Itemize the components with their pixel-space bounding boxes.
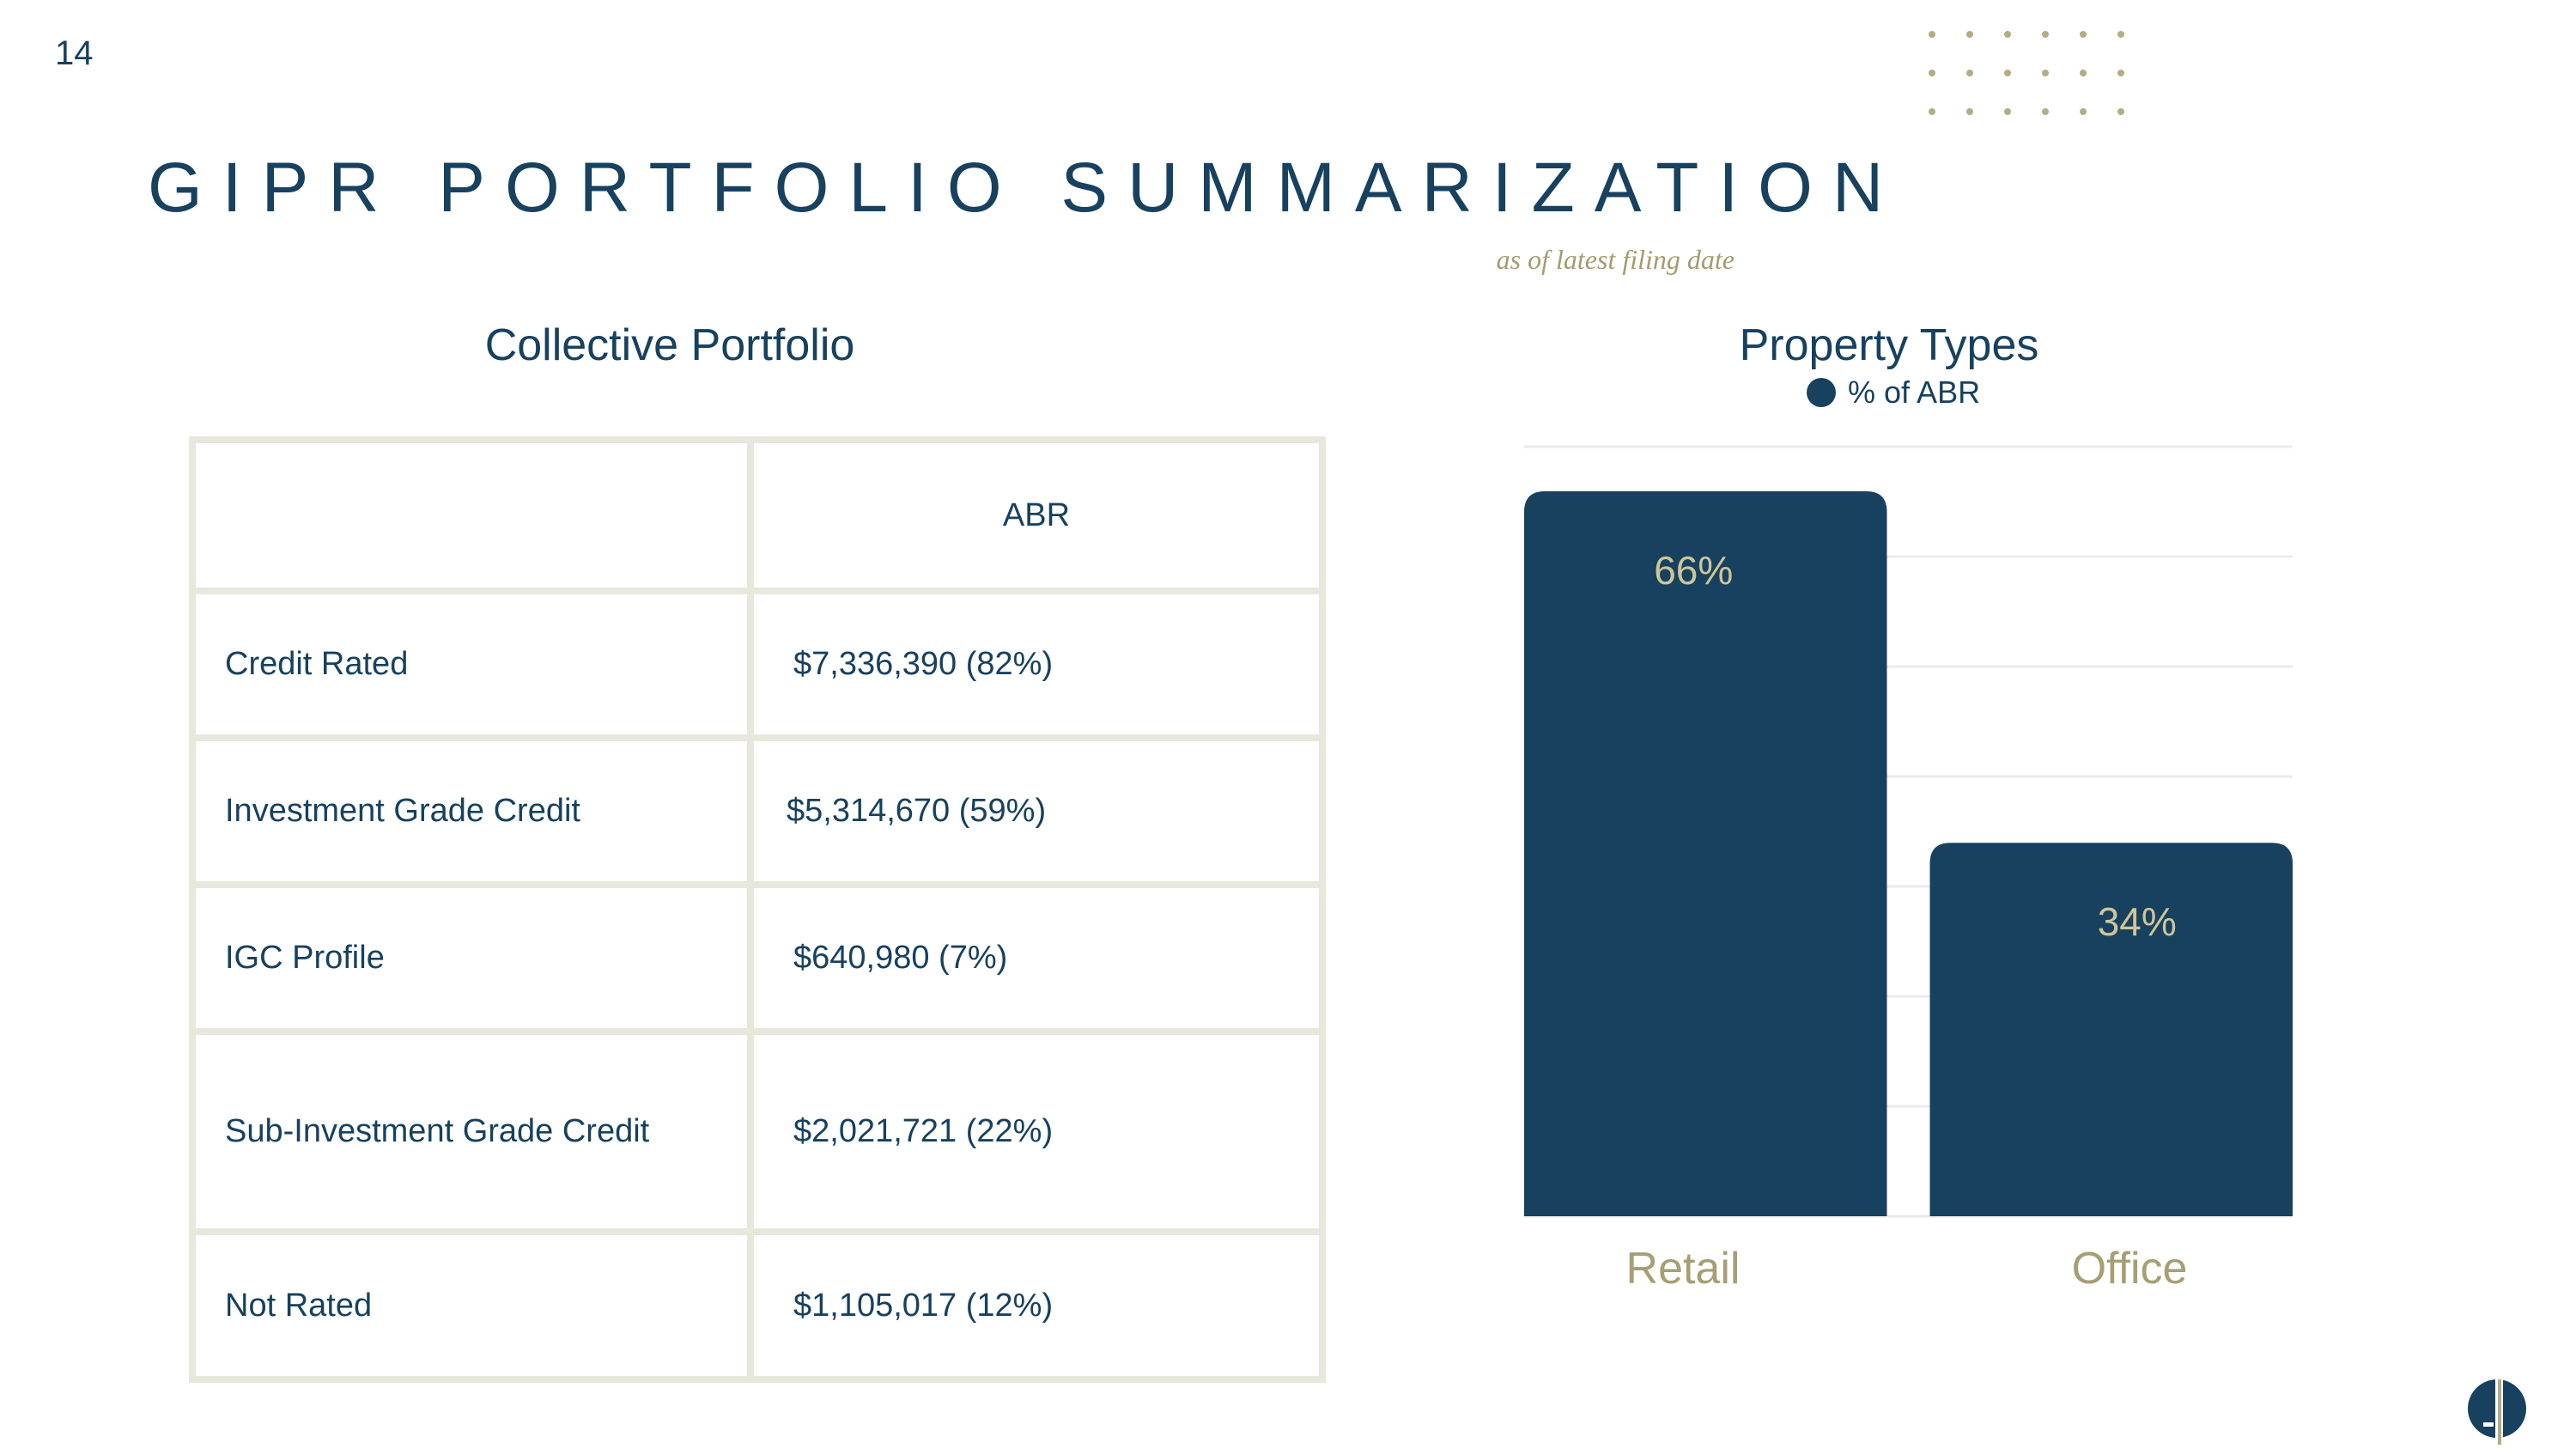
legend-label: % of ABR [1848, 374, 1981, 410]
dot [2004, 108, 2011, 115]
dot [2042, 31, 2049, 38]
dot [1966, 31, 1973, 38]
chart-title: Property Types [1739, 320, 2039, 370]
table-header-row: ABR [189, 436, 1326, 594]
chart-legend: % of ABR [1807, 374, 1980, 411]
table-title: Collective Portfolio [484, 320, 855, 370]
row-value: $5,314,670 (59%) [747, 734, 1326, 888]
bar-office [1929, 843, 2293, 1216]
bar-data-label: 66% [1654, 548, 1733, 593]
dot [2080, 70, 2087, 76]
dot [2042, 70, 2049, 76]
company-logo-icon [2468, 1378, 2526, 1445]
table-row: Sub-Investment Grade Credit $2,021,721 (… [189, 1028, 1326, 1235]
dot [1929, 70, 1935, 76]
dot [2004, 70, 2011, 76]
bar-data-label: 34% [2098, 899, 2177, 944]
table-row: Credit Rated $7,336,390 (82%) [189, 588, 1326, 741]
table-row: Not Rated $1,105,017 (12%) [189, 1228, 1326, 1383]
row-value: $640,980 (7%) [747, 881, 1326, 1035]
bar-retail [1524, 491, 1887, 1216]
row-value: $7,336,390 (82%) [747, 588, 1326, 741]
table-row: IGC Profile $640,980 (7%) [189, 881, 1326, 1035]
page-title: GIPR PORTFOLIO SUMMARIZATION [148, 149, 1904, 227]
abr-table: ABR Credit Rated $7,336,390 (82%) Invest… [189, 436, 1326, 1383]
dot [1929, 108, 1935, 115]
dot [2117, 31, 2124, 38]
category-label: Retail [1626, 1244, 1741, 1294]
dot [2117, 70, 2124, 76]
dot [2042, 108, 2049, 115]
dot-grid-icon [1929, 31, 2135, 125]
table-header-blank [189, 436, 754, 594]
row-label: Credit Rated [189, 588, 754, 741]
table-row: Investment Grade Credit $5,314,670 (59%) [189, 734, 1326, 888]
dot [2080, 108, 2087, 115]
dot [2004, 31, 2011, 38]
page-subtitle: as of latest filing date [1496, 244, 1735, 275]
page-number: 14 [55, 34, 94, 72]
row-label: Sub-Investment Grade Credit [189, 1028, 754, 1235]
dot [1966, 108, 1973, 115]
dot [1966, 70, 1973, 76]
row-value: $1,105,017 (12%) [747, 1228, 1326, 1383]
row-label: Investment Grade Credit [189, 734, 754, 888]
row-label: IGC Profile [189, 881, 754, 1035]
legend-swatch [1807, 378, 1836, 407]
dot [2117, 108, 2124, 115]
row-value: $2,021,721 (22%) [747, 1028, 1326, 1235]
table-header-abr: ABR [747, 436, 1326, 594]
row-label: Not Rated [189, 1228, 754, 1383]
dot [2080, 31, 2087, 38]
dot [1929, 31, 1935, 38]
category-label: Office [2072, 1244, 2188, 1294]
